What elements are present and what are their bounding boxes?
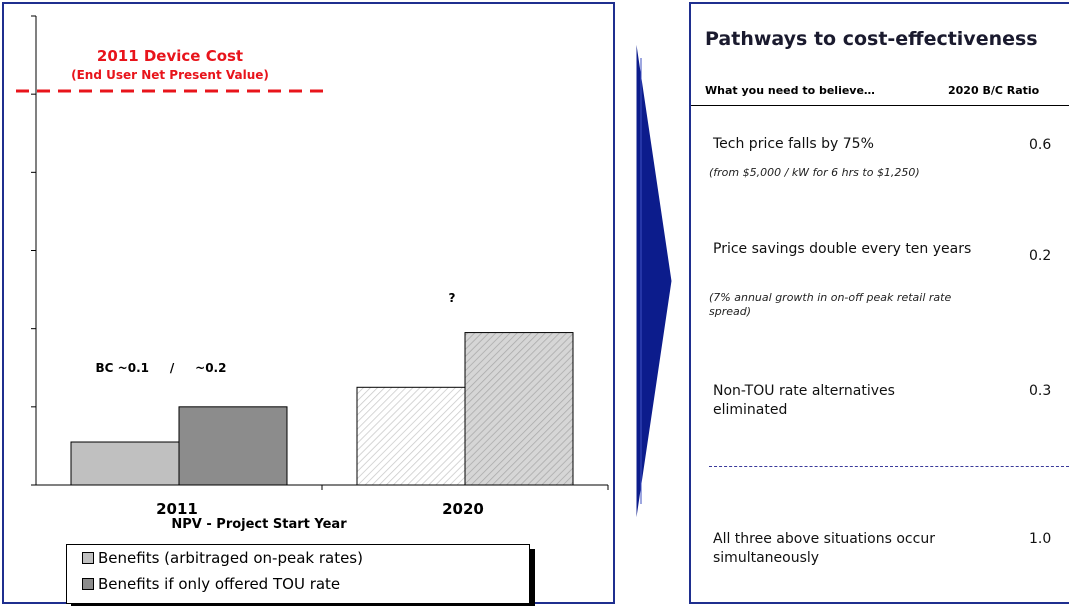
pathway-note-price-savings: (7% annual growth in on-off peak retail … <box>709 291 952 318</box>
legend-item-tou: Benefits if only offered TOU rate <box>82 575 340 593</box>
pathway-ratio-price-savings: 0.2 <box>1029 248 1052 264</box>
legend-swatch-dark <box>82 577 94 590</box>
legend-swatch-light <box>82 551 94 564</box>
bar-2011-series-2 <box>178 406 288 486</box>
bar-2011-series-1 <box>70 441 180 486</box>
pathway-ratio-non-tou: 0.3 <box>1029 383 1052 399</box>
pathway-ratio-tech-price: 0.6 <box>1029 137 1052 153</box>
dashed-divider <box>709 466 1069 467</box>
bar-2020-series-2 <box>464 332 574 486</box>
legend-item-arbitraged: Benefits (arbitraged on-peak rates) <box>82 549 363 567</box>
pathways-panel: Pathways to cost-effectiveness What you … <box>689 2 1069 604</box>
chart-legend <box>66 544 530 604</box>
column-header-ratio: 2020 B/C Ratio <box>948 84 1040 97</box>
chart-panel: 2011 2020 2011 Device Cost (End User Net … <box>2 2 615 604</box>
device-cost-subtitle: (End User Net Present Value) <box>71 68 269 82</box>
pathway-item-non-tou: Non-TOU rate alternatives eliminated <box>713 383 895 418</box>
legend-label-tou: Benefits if only offered TOU rate <box>98 575 341 593</box>
right-arrow-icon <box>635 38 673 524</box>
pathway-item-combined: All three above situations occur simulta… <box>713 531 935 566</box>
bar-chart: 2011 2020 2011 Device Cost (End User Net … <box>16 15 609 532</box>
header-divider <box>691 105 1069 106</box>
x-tick-label-2011: 2011 <box>156 500 198 518</box>
x-tick-label-2020: 2020 <box>442 500 484 518</box>
bc-annotation-2020: ? <box>449 291 456 305</box>
pathways-title: Pathways to cost-effectiveness <box>705 28 1038 50</box>
x-axis-label: NPV - Project Start Year <box>171 517 347 532</box>
device-cost-title: 2011 Device Cost <box>97 47 243 65</box>
column-header-believe: What you need to believe… <box>705 84 875 97</box>
pathway-item-price-savings: Price savings double every ten years <box>713 241 972 257</box>
bc-annotation-2011: BC ~0.1 / ~0.2 <box>96 361 227 375</box>
legend-label-arbitraged: Benefits (arbitraged on-peak rates) <box>98 549 363 567</box>
pathway-item-tech-price: Tech price falls by 75% <box>713 136 874 152</box>
pathway-note-tech-price: (from $5,000 / kW for 6 hrs to $1,250) <box>709 166 920 179</box>
bar-2020-series-1 <box>356 386 466 486</box>
pathway-ratio-combined: 1.0 <box>1029 531 1052 547</box>
